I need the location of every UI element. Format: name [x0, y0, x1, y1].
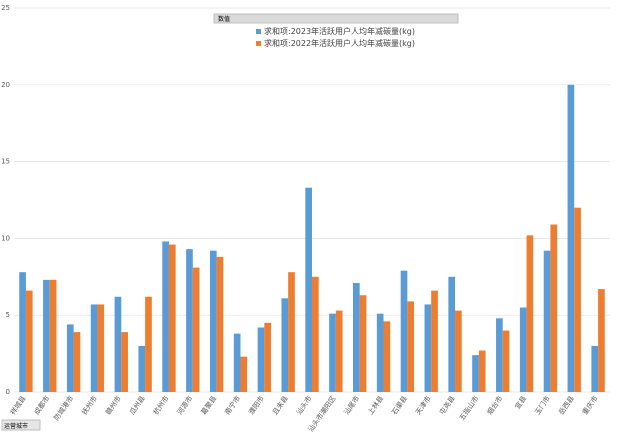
bar	[598, 289, 605, 392]
x-tick-label: 重庆市	[580, 394, 599, 416]
y-tick-label: 5	[6, 311, 10, 319]
bar	[574, 207, 581, 392]
x-tick-label: 玉门市	[533, 394, 552, 416]
bar	[49, 279, 57, 392]
x-tick-label: 且末县	[270, 394, 289, 416]
bar	[431, 290, 438, 392]
bar	[19, 272, 26, 392]
bar	[353, 282, 360, 392]
bar	[192, 267, 200, 392]
x-tick-label: 抚州市	[80, 394, 99, 416]
bar	[526, 235, 534, 392]
x-tick-label: 汕头市	[294, 394, 313, 416]
bar	[233, 333, 241, 392]
bar	[496, 318, 503, 392]
bar	[329, 313, 336, 392]
x-tick-label: 葛聚县	[199, 394, 218, 416]
field-button[interactable]	[1, 419, 41, 431]
bar	[257, 327, 265, 392]
bar	[591, 345, 599, 392]
bar	[448, 276, 456, 392]
bar	[400, 270, 408, 392]
x-tick-label: 宜县	[513, 394, 528, 411]
x-tick-label: 河源市	[175, 394, 194, 416]
bar	[288, 272, 295, 392]
bar	[312, 276, 319, 392]
bar	[90, 304, 98, 392]
y-tick-label: 10	[1, 234, 10, 242]
x-tick-label: 石渠县	[390, 394, 409, 416]
x-tick-label: 屯尧县	[437, 394, 456, 416]
x-tick-label: 烟台市	[485, 394, 504, 416]
bar	[162, 241, 169, 392]
bar	[281, 298, 289, 392]
bar	[114, 296, 122, 392]
bar	[383, 321, 391, 392]
x-tick-label: 天津市	[413, 394, 432, 416]
x-tick-label: 成都市	[32, 394, 51, 416]
x-tick-label: 瓜州县	[128, 395, 147, 417]
bar	[567, 84, 575, 393]
bar	[121, 332, 128, 392]
y-tick-label: 25	[1, 4, 10, 12]
bar	[359, 295, 367, 392]
bar	[97, 304, 105, 392]
x-tick-label: 杭州市	[151, 394, 170, 416]
legend-label: 求和项:2022年活跃用户人均年减碳量(kg)	[264, 38, 415, 48]
axis-field-button[interactable]: 运营城市	[4, 422, 28, 430]
x-tick-label: 岳西县	[557, 395, 576, 417]
bar	[455, 310, 462, 392]
bar	[472, 355, 479, 392]
legend-swatch	[256, 29, 261, 34]
bar	[168, 244, 176, 392]
bar	[186, 249, 193, 392]
value-field-button[interactable]: 数值	[218, 15, 230, 23]
x-tick-label: 祥城县	[8, 394, 27, 416]
bar	[407, 301, 415, 392]
bar	[550, 224, 558, 392]
bar	[264, 322, 271, 392]
bar	[376, 313, 384, 392]
y-tick-label: 15	[1, 158, 10, 166]
bar	[66, 324, 74, 392]
bar	[138, 345, 146, 392]
x-tick-label: 濮阳市	[247, 394, 266, 416]
bar	[519, 307, 527, 392]
bar	[25, 290, 33, 392]
x-tick-label: 汕尾市	[342, 394, 361, 416]
bar	[209, 250, 217, 392]
bar	[73, 332, 81, 392]
x-tick-label: 南宁市	[223, 394, 242, 416]
legend-label: 求和项:2023年活跃用户人均年减碳量(kg)	[264, 26, 415, 36]
x-tick-label: 赣州市	[104, 394, 123, 416]
x-tick-label: 五指山市	[457, 394, 480, 422]
bar	[43, 279, 50, 392]
bar	[335, 310, 343, 392]
bar	[502, 330, 510, 392]
bar	[305, 187, 312, 392]
field-button[interactable]	[213, 13, 459, 24]
x-tick-label: 防城港市	[52, 394, 75, 422]
bar	[424, 304, 432, 392]
bar	[240, 356, 248, 392]
bar	[543, 250, 551, 392]
bar	[478, 350, 486, 392]
y-tick-label: 0	[6, 388, 10, 396]
bar	[145, 296, 152, 392]
bar	[216, 256, 224, 392]
x-tick-label: 上林县	[366, 394, 385, 416]
y-tick-label: 20	[1, 81, 10, 89]
legend-swatch	[256, 41, 261, 46]
